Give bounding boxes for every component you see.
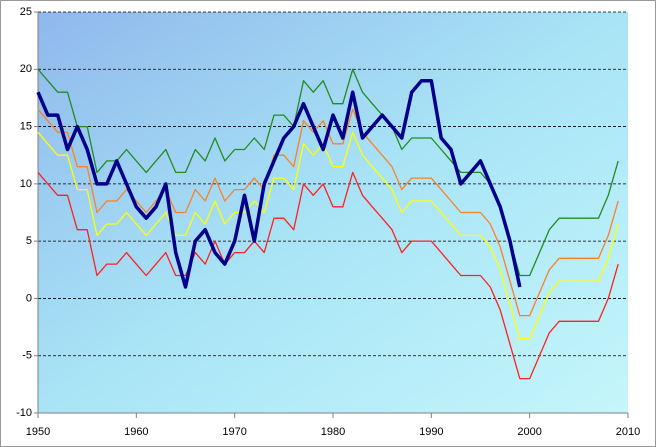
plot-area bbox=[38, 12, 628, 413]
y-tick-label: -5 bbox=[22, 350, 32, 362]
series-line bbox=[37, 68, 619, 277]
series-line bbox=[37, 131, 619, 340]
y-tick-label: 10 bbox=[20, 178, 32, 190]
x-tick-label: 2000 bbox=[517, 426, 541, 438]
series-line bbox=[37, 171, 619, 380]
x-tick-label: 1960 bbox=[124, 426, 148, 438]
x-tick-label: 2010 bbox=[616, 426, 640, 438]
y-tick-label: 5 bbox=[26, 235, 32, 247]
y-tick-label: 0 bbox=[26, 292, 32, 304]
y-tick-label: -10 bbox=[16, 407, 32, 419]
series-line bbox=[36, 78, 522, 289]
y-tick-label: 25 bbox=[20, 6, 32, 18]
x-tick-label: 1990 bbox=[419, 426, 443, 438]
y-tick-label: 15 bbox=[20, 120, 32, 132]
x-tick-label: 1980 bbox=[321, 426, 345, 438]
x-tick-label: 1950 bbox=[26, 426, 50, 438]
x-tick-label: 1970 bbox=[222, 426, 246, 438]
y-tick-label: 20 bbox=[20, 63, 32, 75]
